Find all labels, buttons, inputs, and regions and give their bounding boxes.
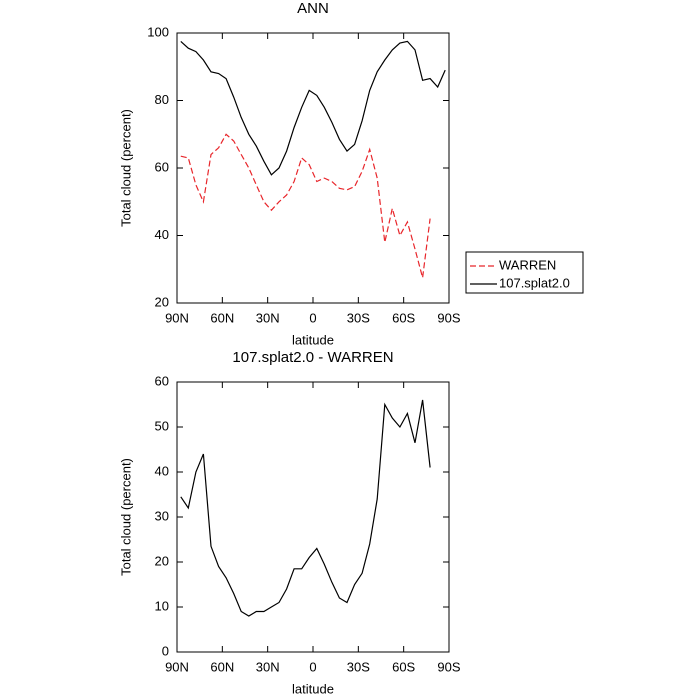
x-axis-label: latitude — [292, 332, 334, 347]
x-tick-label: 60S — [392, 310, 415, 325]
x-tick-label: 90N — [165, 310, 189, 325]
x-tick-label: 30S — [347, 310, 370, 325]
data-line — [180, 40, 446, 176]
legend-box — [465, 251, 584, 294]
y-tick-label: 100 — [147, 24, 169, 39]
y-axis-label: Total cloud (percent) — [118, 458, 133, 576]
x-axis-label: latitude — [292, 681, 334, 696]
y-tick-label: 40 — [155, 463, 169, 478]
x-tick-label: 90N — [165, 659, 189, 674]
plot-frame — [176, 32, 450, 304]
x-tick-label: 90S — [437, 310, 460, 325]
data-line — [180, 133, 431, 278]
data-line — [180, 399, 431, 617]
chart-title: 107.splat2.0 - WARREN — [232, 349, 393, 366]
y-tick-label: 50 — [155, 418, 169, 433]
legend-label: 107.splat2.0 — [499, 275, 570, 290]
x-tick-label: 60S — [392, 659, 415, 674]
y-tick-label: 60 — [155, 373, 169, 388]
x-tick-label: 60N — [210, 659, 234, 674]
plot-frame — [176, 381, 450, 653]
y-tick-label: 80 — [155, 92, 169, 107]
x-tick-label: 30S — [347, 659, 370, 674]
x-tick-label: 30N — [256, 659, 280, 674]
x-tick-label: 0 — [309, 659, 316, 674]
chart-title: ANN — [297, 0, 329, 17]
y-tick-label: 30 — [155, 508, 169, 523]
x-tick-label: 90S — [437, 659, 460, 674]
y-tick-label: 40 — [155, 227, 169, 242]
x-tick-label: 30N — [256, 310, 280, 325]
y-tick-label: 60 — [155, 159, 169, 174]
y-tick-label: 0 — [162, 643, 169, 658]
y-tick-label: 20 — [155, 294, 169, 309]
y-axis-label: Total cloud (percent) — [118, 109, 133, 227]
y-tick-label: 20 — [155, 553, 169, 568]
x-tick-label: 60N — [210, 310, 234, 325]
x-tick-label: 0 — [309, 310, 316, 325]
legend-label: WARREN — [499, 257, 556, 272]
y-tick-label: 10 — [155, 598, 169, 613]
